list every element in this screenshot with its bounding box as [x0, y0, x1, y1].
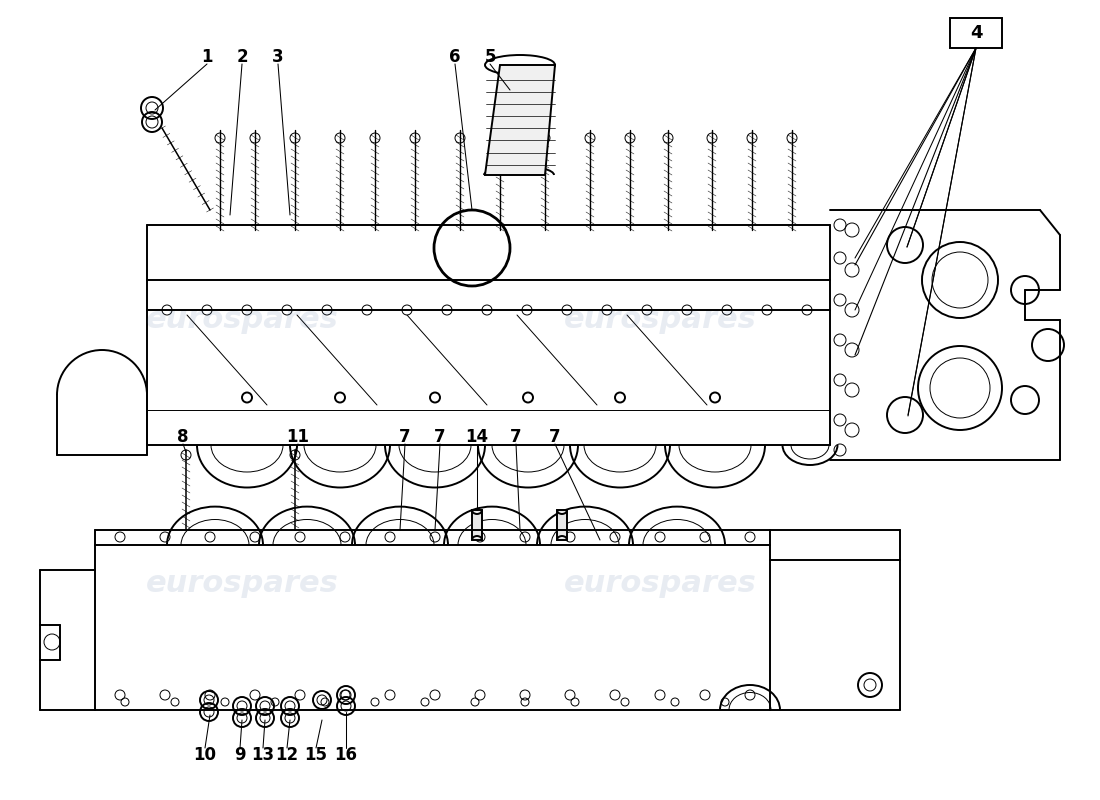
Text: 3: 3 [272, 48, 284, 66]
Text: 1: 1 [201, 48, 212, 66]
Text: 12: 12 [275, 746, 298, 764]
Polygon shape [557, 510, 566, 540]
Text: 8: 8 [177, 428, 189, 446]
Polygon shape [485, 65, 556, 175]
Text: 10: 10 [194, 746, 217, 764]
Text: eurospares: eurospares [563, 570, 757, 598]
Text: 7: 7 [549, 428, 561, 446]
Bar [950, 18, 1002, 48]
Text: 9: 9 [234, 746, 245, 764]
Text: 14: 14 [465, 428, 488, 446]
Text: 7: 7 [434, 428, 446, 446]
Text: eurospares: eurospares [563, 306, 757, 334]
Text: eurospares: eurospares [145, 306, 339, 334]
Text: 2: 2 [236, 48, 248, 66]
Text: 16: 16 [334, 746, 358, 764]
Text: 13: 13 [252, 746, 275, 764]
Text: 15: 15 [305, 746, 328, 764]
Text: 7: 7 [510, 428, 521, 446]
Text: 6: 6 [449, 48, 461, 66]
Text: 11: 11 [286, 428, 309, 446]
Text: 4: 4 [970, 24, 982, 42]
Polygon shape [472, 510, 482, 540]
Text: 7: 7 [399, 428, 410, 446]
Text: 5: 5 [484, 48, 496, 66]
Text: eurospares: eurospares [145, 570, 339, 598]
